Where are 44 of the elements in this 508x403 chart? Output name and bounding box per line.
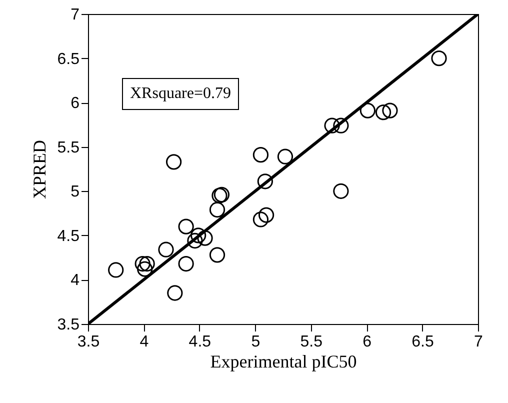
point <box>258 207 274 223</box>
point <box>137 261 153 277</box>
point <box>190 228 206 244</box>
point <box>134 256 150 272</box>
x-tick-label: 5 <box>251 334 260 350</box>
x-tick-label: 7 <box>474 334 484 350</box>
point <box>333 183 349 199</box>
point <box>178 218 194 234</box>
point <box>178 256 194 272</box>
x-tick-label: 4 <box>140 334 149 350</box>
point <box>277 148 294 164</box>
point <box>375 104 392 120</box>
point <box>166 154 182 170</box>
point <box>209 247 226 263</box>
y-tick-label: 5 <box>70 184 80 201</box>
point <box>333 118 349 134</box>
y-tick-label: 6.5 <box>57 50 80 68</box>
x-tick-label: 6 <box>362 334 372 350</box>
point <box>252 212 269 228</box>
x-tick-label: 6.5 <box>412 334 434 350</box>
point <box>158 242 174 258</box>
point <box>197 230 213 246</box>
y-tick-label: 7 <box>70 6 80 24</box>
y-tick-label: 5.5 <box>57 139 80 156</box>
point <box>360 102 376 118</box>
y-tick-label: 3.5 <box>57 316 80 334</box>
point <box>257 174 273 190</box>
x-tick-label: 4.5 <box>188 334 212 350</box>
point <box>167 285 183 301</box>
point <box>431 50 447 66</box>
y-tick-label: 6 <box>70 95 80 112</box>
x-axis-title: Experimental pIC50 <box>210 352 357 372</box>
point <box>108 262 124 278</box>
y-axis-title: XPRED <box>29 140 50 200</box>
point <box>139 256 155 272</box>
y-tick-label: 4.5 <box>57 228 80 245</box>
x-tick-label: 5.5 <box>300 334 323 350</box>
point <box>252 147 269 163</box>
point <box>382 102 398 118</box>
y-tick-label: 4 <box>70 272 80 290</box>
point <box>324 118 340 134</box>
point <box>209 202 226 218</box>
annotation: XRsquare=0.79 <box>122 78 240 110</box>
point <box>187 232 203 249</box>
